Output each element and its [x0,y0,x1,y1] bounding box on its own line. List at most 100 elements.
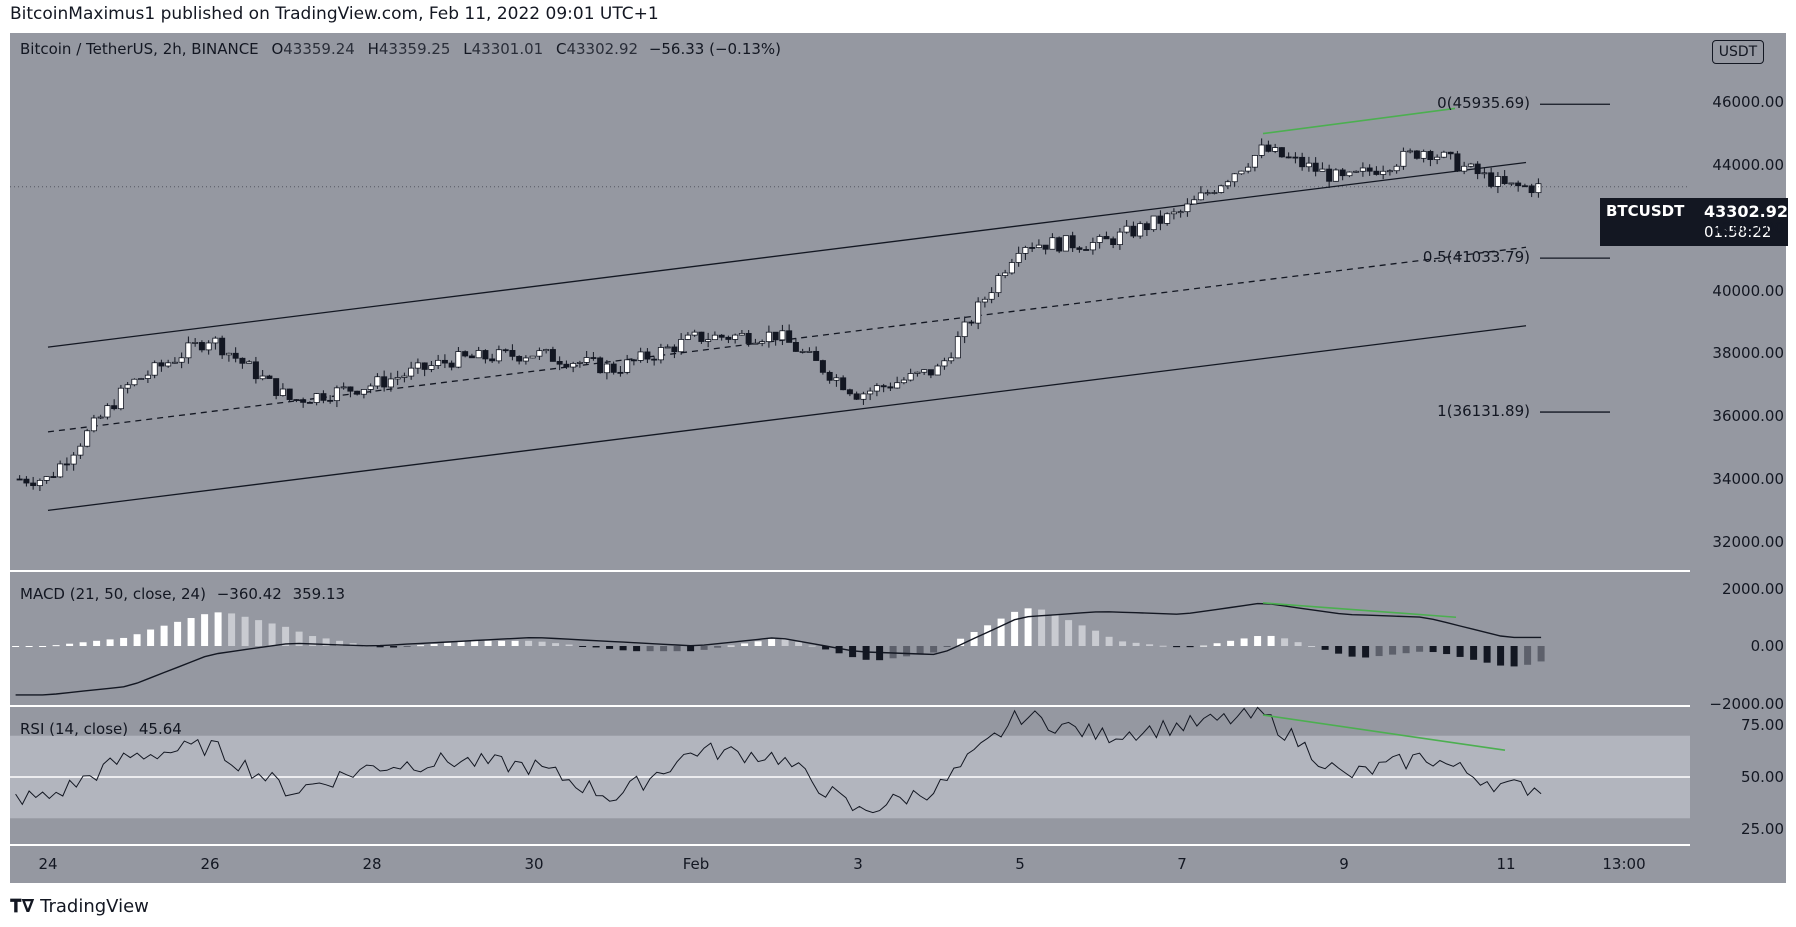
candle-body [158,362,165,367]
candle-body [590,357,597,359]
candle-body [111,405,118,410]
candle-body [597,357,604,374]
candle-body [914,371,921,374]
candle-body [1515,182,1522,187]
low-value: 43301.01 [471,40,544,58]
candle-body [1029,247,1036,249]
macd-histogram-bar [849,646,857,658]
time-axis-label: 30 [524,855,544,873]
macd-histogram-bar [1402,646,1410,654]
macd-histogram-bar [336,640,344,646]
macd-legend: MACD (21, 50, close, 24) −360.42 359.13 [20,585,345,603]
candle-body [232,352,239,359]
macd-title[interactable]: MACD (21, 50, close, 24) [20,585,206,603]
candle-body [1535,183,1542,194]
price-axis[interactable] [1690,33,1786,883]
candle-body [1427,151,1434,161]
candle-body [90,417,97,432]
candle-body [279,388,286,396]
candle-body [212,337,219,344]
macd-histogram-bar [1470,646,1478,660]
macd-histogram-bar [417,645,425,647]
candle-body [1366,167,1373,172]
candle-body [1015,252,1022,263]
macd-axis-label: 2000.00 [1721,579,1784,598]
macd-histogram-bar [538,641,546,646]
candle-body [448,362,455,368]
candle-body [651,358,658,361]
candle-body [1481,172,1488,175]
candle-body [1218,185,1225,193]
macd-histogram-bar [700,646,708,650]
footer-brand-label: TradingView [40,896,149,917]
candle-body [43,476,50,481]
macd-histogram-bar [1132,642,1140,646]
candle-body [1386,170,1393,173]
time-axis[interactable] [10,846,1690,883]
candle-body [968,321,975,324]
macd-histogram-bar [106,639,114,646]
candle-body [1272,147,1279,152]
candle-body [1191,199,1198,205]
macd-histogram-bar [174,621,182,646]
candle-body [151,362,158,376]
candle-body [698,331,705,342]
currency-unit-button[interactable]: USDT [1712,40,1764,64]
candle-body [509,350,516,357]
macd-axis-label: −2000.00 [1709,694,1784,713]
candle-body [354,390,361,395]
macd-panel[interactable] [10,572,1690,705]
candle-body [1062,235,1069,252]
macd-histogram-bar [444,642,452,646]
candle-body [603,363,610,374]
candle-body [934,365,941,376]
candle-body [1096,236,1103,243]
candle-body [408,367,415,377]
close-label: C [555,40,567,58]
candle-body [340,386,347,389]
candle-body [502,349,509,352]
macd-histogram-bar [1267,635,1275,646]
rsi-title[interactable]: RSI (14, close) [20,720,129,738]
candle-body [273,378,280,396]
candle-body [1447,151,1454,155]
candle-body [786,330,793,343]
candle-body [374,376,381,387]
macd-histogram-bar [1186,646,1194,648]
candle-body [435,359,442,366]
candle-body [516,355,523,362]
time-axis-label: 3 [853,855,863,873]
macd-histogram-bar [133,634,141,646]
candle-body [468,355,475,359]
macd-histogram-bar [687,646,695,652]
macd-histogram-bar [552,643,560,646]
macd-histogram-bar [1537,646,1545,662]
macd-histogram-bar [835,646,843,654]
candle-body [367,385,374,390]
candle-body [414,362,421,369]
macd-histogram-bar [525,640,533,646]
candle-body [725,336,732,340]
candle-body [610,363,617,373]
macd-histogram-bar [1078,625,1086,646]
symbol-title[interactable]: Bitcoin / TetherUS, 2h, BINANCE [20,40,259,58]
candle-body [313,393,320,403]
footer-brand[interactable]: 𝐓∇ TradingView [10,896,149,917]
candle-body [1359,167,1366,172]
candle-body [624,359,631,373]
macd-histogram-bar [984,625,992,646]
candle-body [927,369,934,376]
time-axis-label: 13:00 [1602,855,1646,873]
macd-histogram-bar [1497,646,1505,666]
macd-histogram-bar [457,641,465,646]
candle-body [671,346,678,353]
macd-histogram-bar [1119,641,1127,646]
macd-histogram-bar [592,646,600,648]
candle-body [860,393,867,400]
candle-body [1224,181,1231,187]
macd-histogram-bar [39,646,47,647]
candle-body [1420,151,1427,159]
candle-body [347,386,354,392]
candle-body [1265,144,1272,152]
candle-body [657,347,664,361]
